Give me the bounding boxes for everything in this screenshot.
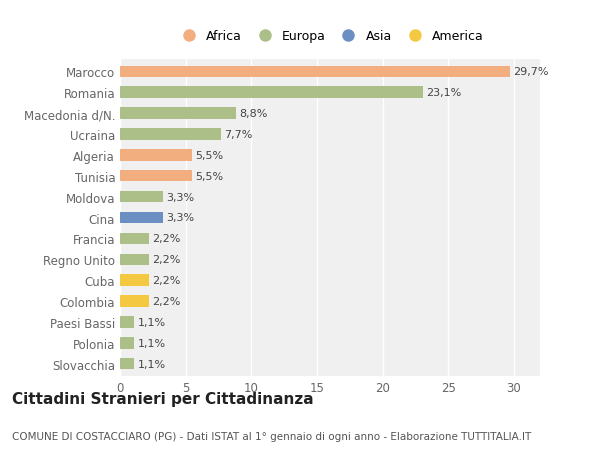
Text: 2,2%: 2,2% (152, 275, 181, 285)
Bar (120, 87, 423, 99)
Bar (120, 254, 149, 265)
Bar (120, 108, 235, 120)
Text: 2,2%: 2,2% (152, 297, 181, 306)
Bar (120, 213, 163, 224)
Bar (120, 337, 134, 349)
Bar (120, 275, 149, 286)
Legend: Africa, Europa, Asia, America: Africa, Europa, Asia, America (173, 28, 487, 46)
Bar (120, 150, 192, 161)
Bar (120, 191, 163, 203)
Bar (120, 233, 149, 245)
Text: 29,7%: 29,7% (513, 67, 548, 77)
Text: 7,7%: 7,7% (224, 130, 253, 140)
Text: 8,8%: 8,8% (239, 109, 267, 119)
Text: 1,1%: 1,1% (138, 359, 166, 369)
Text: COMUNE DI COSTACCIARO (PG) - Dati ISTAT al 1° gennaio di ogni anno - Elaborazion: COMUNE DI COSTACCIARO (PG) - Dati ISTAT … (12, 431, 531, 441)
Text: 2,2%: 2,2% (152, 255, 181, 265)
Text: 5,5%: 5,5% (196, 151, 224, 161)
Bar (120, 296, 149, 307)
Text: Cittadini Stranieri per Cittadinanza: Cittadini Stranieri per Cittadinanza (12, 391, 314, 406)
Text: 3,3%: 3,3% (167, 192, 195, 202)
Text: 3,3%: 3,3% (167, 213, 195, 223)
Bar (120, 67, 510, 78)
Text: 1,1%: 1,1% (138, 317, 166, 327)
Text: 1,1%: 1,1% (138, 338, 166, 348)
Bar (120, 358, 134, 369)
Bar (120, 171, 192, 182)
Text: 23,1%: 23,1% (427, 88, 462, 98)
Bar (120, 129, 221, 140)
Text: 2,2%: 2,2% (152, 234, 181, 244)
Text: 5,5%: 5,5% (196, 171, 224, 181)
Bar (120, 316, 134, 328)
